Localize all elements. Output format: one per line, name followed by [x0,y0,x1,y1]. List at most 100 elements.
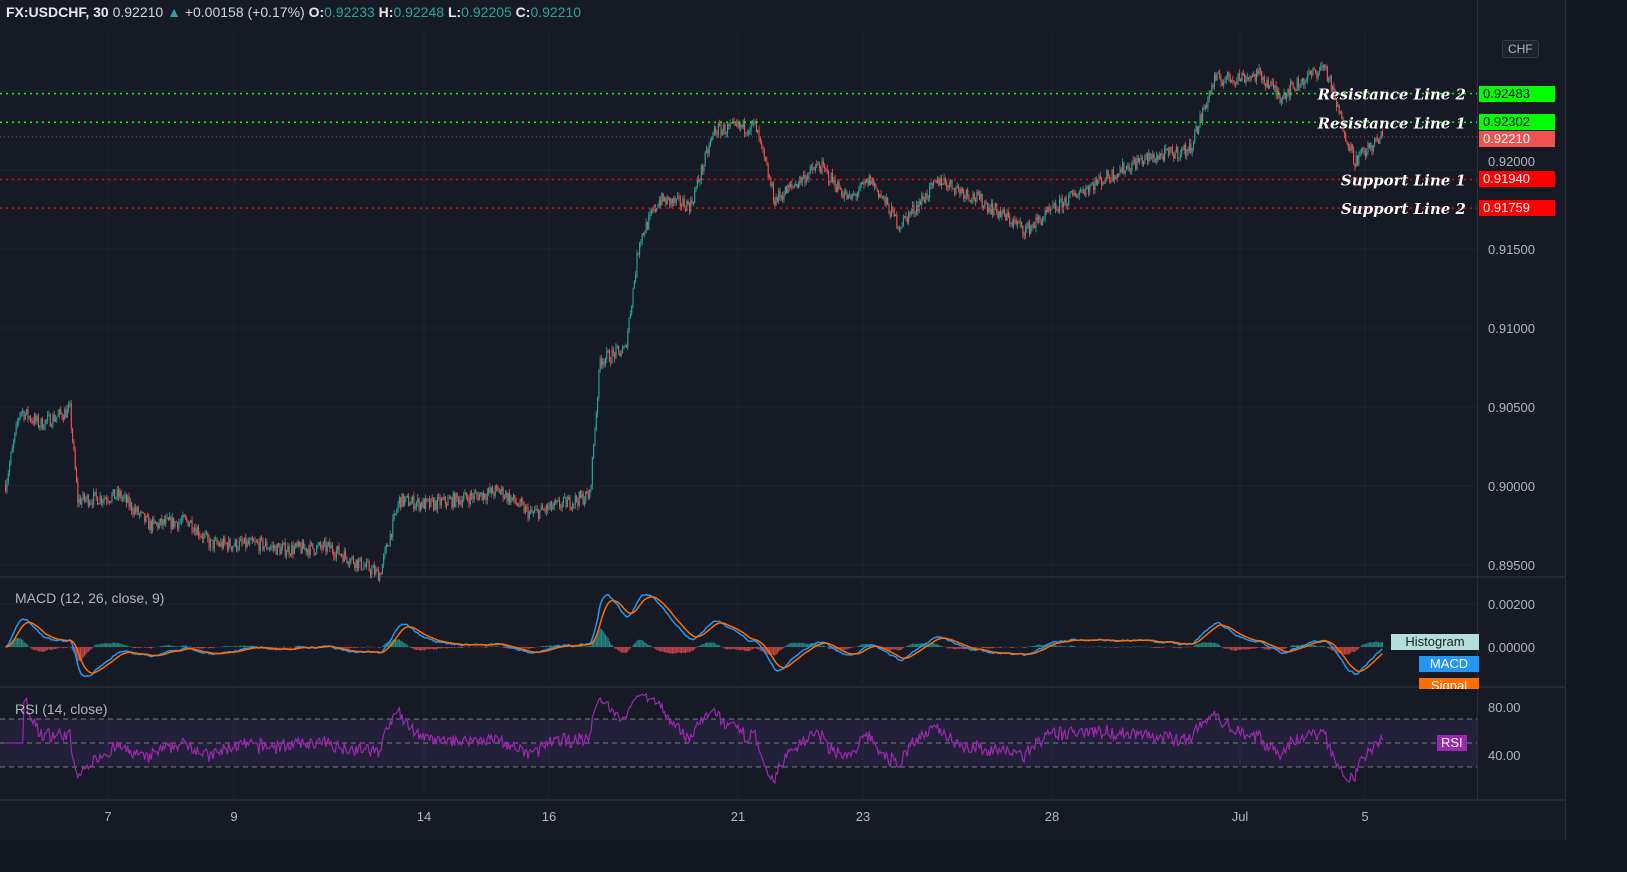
macd-histogram-bar [629,647,631,649]
candle [944,178,946,183]
candle [1320,65,1322,71]
macd-histogram-bar [1341,647,1343,654]
macd-histogram-bar [207,647,209,648]
macd-histogram-bar [119,643,121,647]
macd-title[interactable]: MACD (12, 26, close, 9) [15,590,165,606]
macd-histogram-bar [553,645,555,647]
candle [876,188,878,191]
candle [1119,169,1121,174]
candle [79,498,82,505]
candle [267,548,269,550]
macd-histogram-bar [671,647,673,654]
symbol-name[interactable]: FX:USDCHF, 30 [6,4,109,20]
macd-histogram-bar [598,630,600,647]
candle [960,189,962,194]
macd-histogram-bar [669,647,671,654]
candle [518,505,520,507]
candle [1208,91,1210,100]
candle [749,130,751,133]
macd-histogram-bar [249,645,251,647]
candle [1215,74,1217,81]
macd-histogram-bar [503,647,505,649]
macd-histogram-bar [1099,646,1101,647]
candle [513,495,515,500]
macd-histogram-bar [425,647,427,650]
candle [1107,170,1109,178]
candle [1241,72,1243,81]
macd-histogram-bar [137,647,139,648]
candle [1081,189,1083,191]
candle [679,196,681,206]
candle [1162,155,1164,161]
candle [49,414,51,427]
rsi-title[interactable]: RSI (14, close) [15,701,108,717]
candle [643,233,645,235]
candle [1270,81,1272,87]
candle [82,493,84,500]
candle [847,194,849,199]
candle [1300,82,1302,88]
macd-histogram-bar [85,647,87,655]
candle [930,183,932,185]
macd-histogram-bar [1211,642,1213,647]
candle [1120,169,1122,173]
macd-histogram-bar [677,647,679,653]
candle [225,543,227,544]
macd-histogram-bar [635,642,637,647]
chart-canvas[interactable]: 0.915000.910000.905000.900000.895000.920… [0,0,1565,840]
candle [1311,73,1313,76]
candle [624,345,626,347]
low-label: L: [447,4,462,20]
candle [330,545,332,549]
macd-histogram-bar [343,647,345,648]
macd-histogram-bar [116,642,118,647]
candle [57,413,59,417]
macd-histogram-bar [918,643,920,647]
candle [258,542,260,552]
currency-badge[interactable]: CHF [1502,40,1539,58]
rsi-line [5,692,1383,785]
candle [65,409,67,418]
candle [1207,99,1209,108]
candle [1181,148,1183,154]
macd-histogram-bar [897,647,899,651]
candle [632,288,634,306]
candle [1145,154,1147,156]
candle [713,128,715,133]
candle [296,543,298,546]
candle [753,122,755,124]
macd-histogram-bar [242,645,244,647]
macd-histogram-bar [507,647,509,649]
candle [597,397,599,413]
candle [699,180,701,182]
macd-histogram-bar [356,647,358,648]
candle [526,506,528,508]
macd-histogram-bar [1318,646,1321,647]
macd-histogram-bar [828,647,830,649]
candle [174,521,176,527]
candle [1072,191,1074,196]
candle [148,516,150,530]
macd-histogram-bar [742,647,744,650]
candle [670,198,672,205]
candle [800,176,802,183]
macd-histogram-bar [1227,647,1229,649]
candle [204,533,206,535]
macd-histogram-bar [699,645,701,647]
candle [754,120,756,123]
candle [874,184,876,186]
macd-histogram-bar [1181,647,1183,648]
candle [541,505,544,510]
candle [178,522,180,529]
candle [1364,150,1366,156]
candle [136,507,138,512]
macd-histogram-bar [923,643,925,647]
macd-histogram-bar [589,646,591,647]
candle [645,222,647,234]
macd-histogram-bar [531,647,533,649]
candle [1073,193,1075,196]
macd-histogram-bar [106,643,108,647]
level-label: Support Line 1 [1341,171,1466,189]
macd-histogram-bar [807,643,809,647]
macd-histogram-bar [236,646,238,647]
